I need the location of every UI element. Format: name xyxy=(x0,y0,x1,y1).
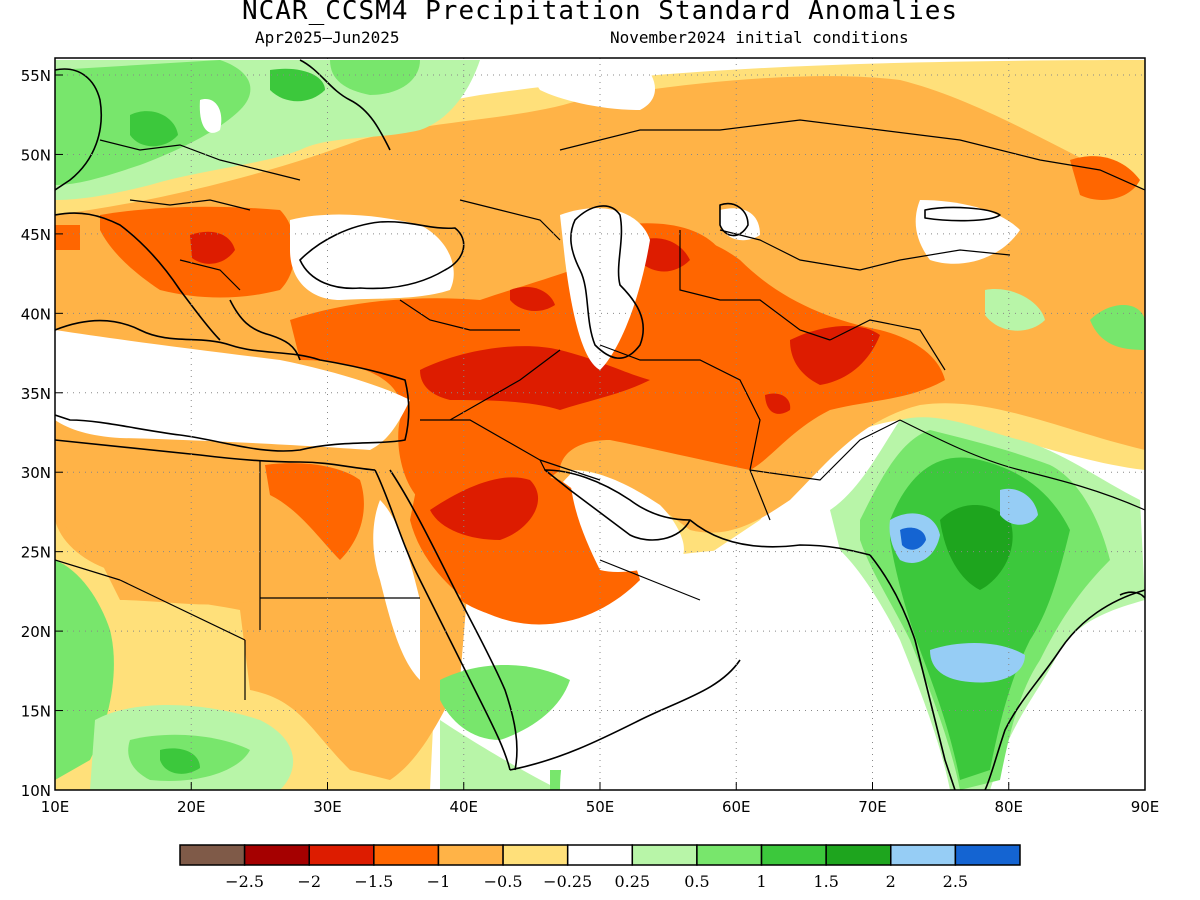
colorbar-swatch xyxy=(437,844,504,866)
colorbar-label: 1.5 xyxy=(813,872,838,891)
colorbar-swatch xyxy=(243,844,310,866)
lon-tick-label: 40E xyxy=(449,798,478,816)
colorbar-swatch xyxy=(760,844,827,866)
lat-tick-label: 20N xyxy=(21,623,51,641)
colorbar-label: −0.5 xyxy=(484,872,523,891)
initial-conditions: November2024 initial conditions xyxy=(610,28,909,47)
colorbar-label: 1 xyxy=(756,872,766,891)
colorbar-label: 0.5 xyxy=(684,872,709,891)
lat-tick-label: 30N xyxy=(21,464,51,482)
lon-tick-label: 80E xyxy=(994,798,1023,816)
colorbar-label: 2.5 xyxy=(943,872,968,891)
lon-tick-label: 10E xyxy=(41,798,70,816)
colorbar-swatch xyxy=(308,844,375,866)
colorbar-swatch xyxy=(954,844,1021,866)
colorbar-label: −2.5 xyxy=(225,872,264,891)
lon-tick-label: 20E xyxy=(177,798,206,816)
colorbar-label: 2 xyxy=(886,872,896,891)
lat-tick-label: 45N xyxy=(21,226,51,244)
lat-tick-label: 55N xyxy=(21,67,51,85)
colorbar-swatch xyxy=(631,844,698,866)
coastlines xyxy=(55,59,1145,790)
colorbar-label: −2 xyxy=(297,872,321,891)
lat-tick-label: 50N xyxy=(21,146,51,164)
lat-tick-label: 15N xyxy=(21,703,51,721)
colorbar-label: 0.25 xyxy=(614,872,650,891)
colorbar-label: −0.25 xyxy=(543,872,592,891)
lat-tick-label: 10N xyxy=(21,782,51,800)
colorbar-swatch xyxy=(825,844,892,866)
colorbar-legend: −2.5 −2 −1.5 −1 −0.5 −0.25 0.25 0.5 1 1.5 2 2.5 xyxy=(179,844,1021,891)
lon-tick-label: 60E xyxy=(722,798,751,816)
lon-tick-label: 70E xyxy=(858,798,887,816)
colorbar-swatch xyxy=(373,844,440,866)
country-borders xyxy=(55,119,1145,700)
lat-tick-label: 40N xyxy=(21,305,51,323)
colorbar-label: −1 xyxy=(427,872,451,891)
colorbar-swatch xyxy=(179,844,246,866)
colorbar-label: −1.5 xyxy=(354,872,393,891)
lon-tick-label: 50E xyxy=(586,798,615,816)
anomaly-field xyxy=(55,58,1145,790)
forecast-period: Apr2025–Jun2025 xyxy=(255,28,400,47)
lat-tick-label: 35N xyxy=(21,385,51,403)
lat-tick-label: 25N xyxy=(21,544,51,562)
lon-tick-label: 30E xyxy=(313,798,342,816)
colorbar-swatch xyxy=(502,844,569,866)
axis-ticks: 10E 20E 30E 40E 50E 60E 70E 80E 90E 55N 50N 45N 40N 3… xyxy=(21,67,1160,816)
colorbar-swatch xyxy=(566,844,634,866)
colorbar-swatch xyxy=(890,844,957,866)
graticule xyxy=(55,58,1145,790)
lon-tick-label: 90E xyxy=(1131,798,1160,816)
chart-title: NCAR_CCSM4 Precipitation Standard Anomal… xyxy=(241,0,959,26)
colorbar-swatch xyxy=(696,844,763,866)
